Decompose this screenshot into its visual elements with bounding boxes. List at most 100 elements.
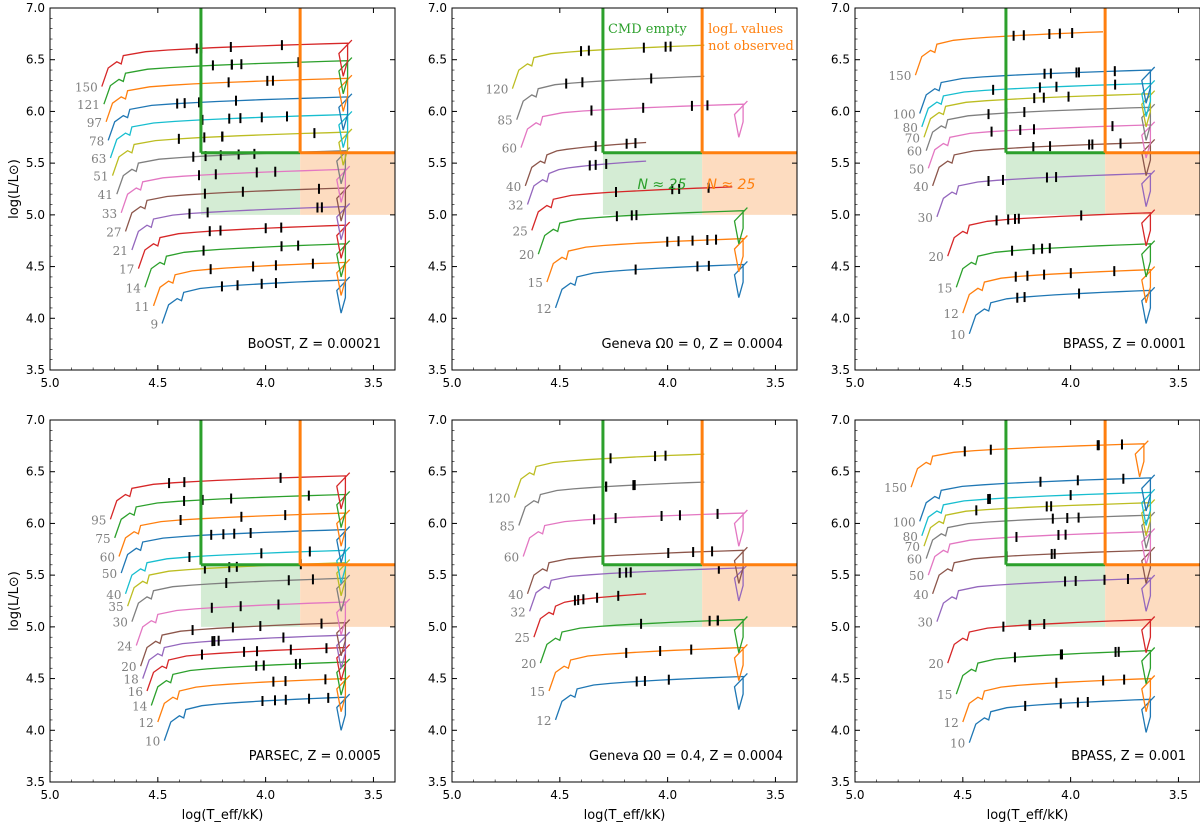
mass-label: 20	[519, 248, 534, 262]
y-tick-label: 6.5	[26, 465, 45, 479]
mass-label: 40	[106, 588, 121, 602]
mass-label: 16	[128, 685, 143, 699]
x-tick-label: 3.5	[364, 376, 383, 390]
y-tick-label: 4.5	[831, 260, 850, 274]
mass-label: 15	[937, 281, 952, 295]
cmd-empty-label: CMD empty	[608, 22, 687, 37]
y-tick-label: 5.0	[26, 208, 45, 222]
track-60	[925, 511, 1156, 559]
track-10	[163, 693, 351, 741]
y-tick-label: 4.0	[428, 311, 447, 325]
y-tick-label: 5.0	[831, 620, 850, 634]
mass-label: 15	[937, 688, 952, 702]
track-20	[539, 616, 748, 664]
mass-label: 12	[944, 716, 959, 730]
mass-label: 30	[918, 211, 933, 225]
track-20	[947, 209, 1156, 257]
mass-label: 78	[89, 134, 104, 148]
track-32	[526, 160, 647, 205]
track-15	[955, 240, 1156, 288]
mass-label: 100	[893, 515, 916, 529]
track-40	[526, 546, 748, 595]
mass-label: 12	[139, 716, 154, 730]
mass-label: 70	[905, 131, 920, 145]
track-80	[921, 79, 1156, 128]
track-17	[137, 221, 351, 269]
panel-title: Geneva Ω0 = 0.4, Z = 0.0004	[589, 749, 783, 764]
mass-label: 40	[913, 180, 928, 194]
x-tick-label: 4.5	[148, 788, 167, 802]
track-60	[520, 100, 748, 148]
x-axis-title: log(T_eff/kK)	[182, 808, 264, 823]
track-40	[524, 141, 647, 187]
x-tick-label: 4.0	[658, 376, 677, 390]
logl-label-line2: not observed	[708, 39, 794, 54]
mass-label: 27	[106, 225, 121, 239]
y-tick-label: 4.5	[428, 260, 447, 274]
track-12	[962, 675, 1156, 723]
track-121	[103, 57, 353, 105]
plot-area	[511, 41, 797, 309]
track-25	[531, 186, 733, 231]
track-15	[955, 647, 1156, 695]
green-region	[1005, 564, 1106, 627]
track-60	[522, 509, 748, 557]
track-120	[513, 453, 705, 498]
mass-label: 63	[91, 152, 106, 166]
track-30	[131, 574, 351, 622]
track-16	[146, 643, 351, 692]
mass-label: 14	[132, 699, 148, 713]
plot-area	[910, 439, 1200, 743]
mass-label: 20	[928, 250, 943, 264]
x-tick-label: 5.0	[40, 376, 59, 390]
track-30	[936, 169, 1156, 218]
track-20	[537, 207, 748, 255]
track-150	[101, 39, 353, 87]
x-tick-label: 3.5	[364, 788, 383, 802]
x-tick-label: 5.0	[845, 376, 864, 390]
y-tick-label: 5.0	[428, 620, 447, 634]
mass-label: 15	[530, 685, 545, 699]
y-tick-label: 7.0	[26, 413, 45, 427]
x-tick-label: 4.5	[550, 788, 569, 802]
mass-label: 50	[909, 162, 924, 176]
orange-region	[1105, 564, 1200, 627]
mass-label: 95	[91, 513, 106, 527]
mass-label: 20	[928, 657, 943, 671]
logl-label-line1: logL values	[708, 22, 783, 37]
mass-label: 40	[913, 588, 928, 602]
track-50	[120, 526, 351, 574]
track-50	[927, 121, 1156, 169]
mass-label: 120	[488, 492, 511, 506]
y-tick-label: 6.0	[428, 516, 447, 530]
y-tick-label: 5.5	[26, 156, 45, 170]
track-51	[111, 128, 353, 176]
mass-label: 17	[119, 263, 134, 277]
mass-label: 70	[905, 540, 920, 554]
mass-label: 60	[907, 553, 922, 567]
y-axis-title: log(L/L⊙)	[7, 159, 22, 219]
mass-label: 60	[907, 145, 922, 159]
track-41	[116, 147, 351, 195]
x-tick-label: 4.0	[1061, 788, 1080, 802]
track-15	[548, 643, 748, 692]
track-78	[107, 93, 353, 141]
mass-label: 50	[909, 569, 924, 583]
track-85	[516, 75, 705, 120]
x-tick-label: 4.0	[256, 788, 275, 802]
x-tick-label: 5.0	[442, 376, 461, 390]
mass-label: 50	[102, 567, 117, 581]
mass-label: 24	[117, 639, 133, 653]
y-tick-label: 7.0	[428, 1, 447, 15]
x-tick-label: 3.5	[766, 788, 785, 802]
mass-label: 11	[134, 300, 149, 314]
track-12	[554, 672, 748, 721]
mass-label: 121	[77, 98, 100, 112]
y-tick-label: 7.0	[831, 1, 850, 15]
x-tick-label: 5.0	[845, 788, 864, 802]
track-20	[139, 619, 351, 667]
mass-label: 14	[126, 281, 142, 295]
panel-title: BPASS, Z = 0.001	[1071, 749, 1186, 764]
